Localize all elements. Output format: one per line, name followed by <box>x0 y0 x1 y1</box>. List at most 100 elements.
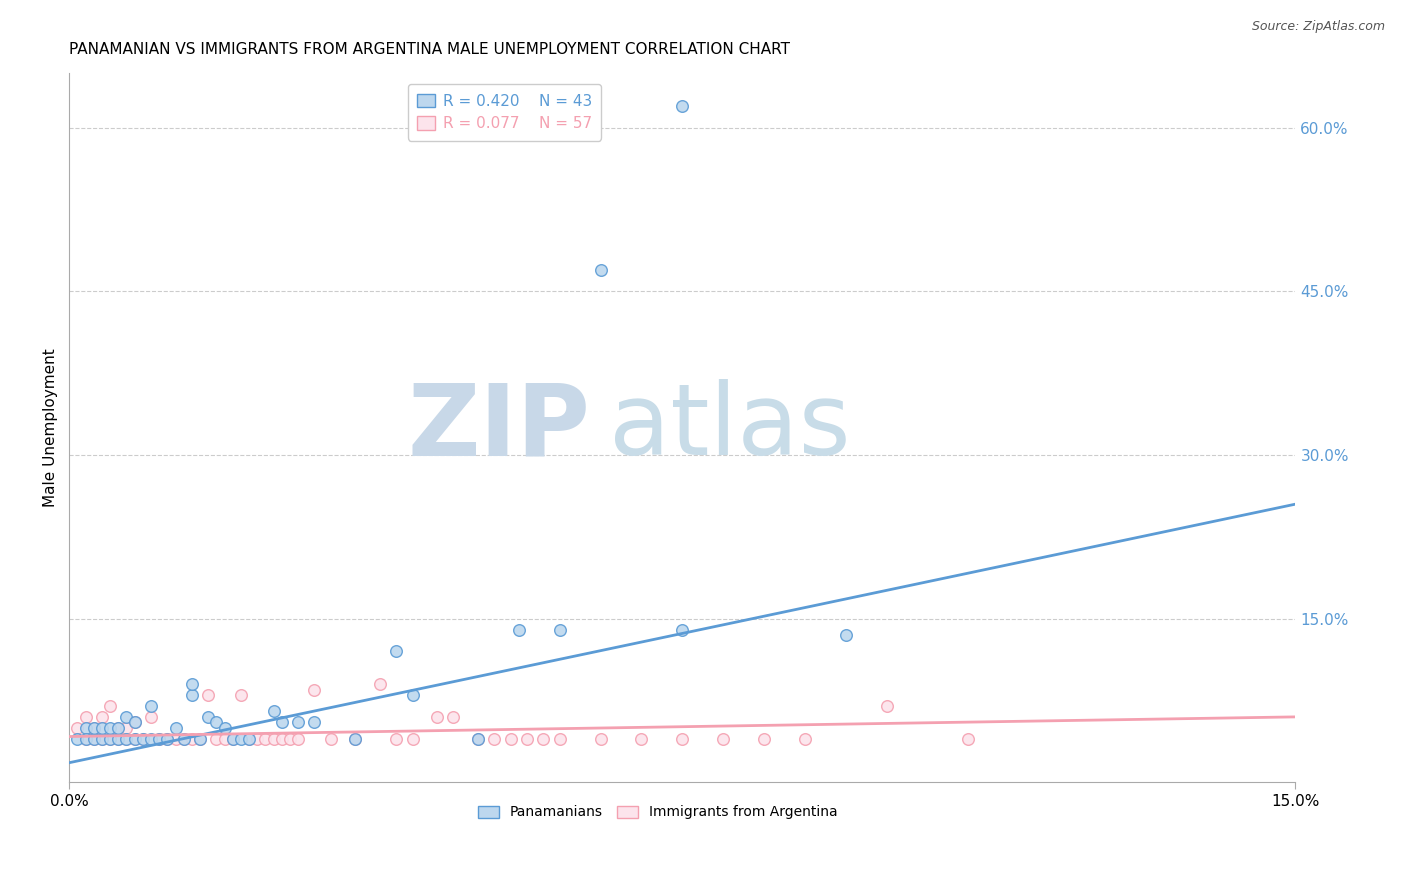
Point <box>83 731 105 746</box>
Text: Source: ZipAtlas.com: Source: ZipAtlas.com <box>1251 20 1385 33</box>
Point <box>401 731 423 746</box>
Point <box>467 731 489 746</box>
Text: ZIP: ZIP <box>408 379 591 476</box>
Point <box>75 731 97 746</box>
Point <box>671 99 693 113</box>
Point <box>115 721 138 735</box>
Point <box>148 731 170 746</box>
Point <box>107 721 129 735</box>
Point <box>90 710 112 724</box>
Point <box>75 721 97 735</box>
Point <box>132 731 155 746</box>
Point <box>75 710 97 724</box>
Point <box>98 721 121 735</box>
Point <box>270 715 292 730</box>
Point <box>671 623 693 637</box>
Point <box>83 721 105 735</box>
Point <box>139 698 162 713</box>
Point <box>368 677 391 691</box>
Point <box>304 682 326 697</box>
Point <box>173 731 195 746</box>
Point <box>90 731 112 746</box>
Point <box>124 731 146 746</box>
Point <box>287 715 309 730</box>
Legend: Panamanians, Immigrants from Argentina: Panamanians, Immigrants from Argentina <box>472 800 844 825</box>
Point <box>188 731 211 746</box>
Point <box>107 731 129 746</box>
Point <box>508 623 530 637</box>
Point <box>246 731 269 746</box>
Point <box>75 731 97 746</box>
Point <box>148 731 170 746</box>
Point <box>711 731 734 746</box>
Point <box>957 731 980 746</box>
Point <box>107 721 129 735</box>
Point <box>98 731 121 746</box>
Point <box>548 731 571 746</box>
Point <box>214 721 236 735</box>
Point <box>443 710 465 724</box>
Point <box>589 731 612 746</box>
Point <box>229 688 252 702</box>
Point <box>156 731 179 746</box>
Point <box>124 715 146 730</box>
Point <box>304 715 326 730</box>
Point <box>344 731 367 746</box>
Point <box>589 262 612 277</box>
Point <box>214 731 236 746</box>
Point <box>238 731 260 746</box>
Text: atlas: atlas <box>609 379 851 476</box>
Point <box>132 731 155 746</box>
Point <box>124 715 146 730</box>
Point <box>124 731 146 746</box>
Point <box>516 731 538 746</box>
Point <box>139 731 162 746</box>
Point <box>83 731 105 746</box>
Y-axis label: Male Unemployment: Male Unemployment <box>44 349 58 508</box>
Point <box>278 731 301 746</box>
Point <box>548 623 571 637</box>
Point <box>180 688 202 702</box>
Point <box>426 710 449 724</box>
Point <box>197 688 219 702</box>
Point <box>401 688 423 702</box>
Point <box>115 731 138 746</box>
Point <box>180 677 202 691</box>
Point <box>794 731 817 746</box>
Point <box>205 715 228 730</box>
Point <box>385 644 408 658</box>
Point <box>238 731 260 746</box>
Point <box>165 721 187 735</box>
Point <box>876 698 898 713</box>
Point <box>467 731 489 746</box>
Point <box>115 710 138 724</box>
Point <box>90 731 112 746</box>
Point <box>835 628 858 642</box>
Point <box>319 731 342 746</box>
Point <box>270 731 292 746</box>
Point <box>229 731 252 746</box>
Point <box>222 731 245 746</box>
Point <box>222 731 245 746</box>
Point <box>156 731 179 746</box>
Point <box>90 721 112 735</box>
Point <box>385 731 408 746</box>
Point <box>263 705 285 719</box>
Point <box>180 731 202 746</box>
Point <box>344 731 367 746</box>
Point <box>671 731 693 746</box>
Point <box>205 731 228 746</box>
Text: PANAMANIAN VS IMMIGRANTS FROM ARGENTINA MALE UNEMPLOYMENT CORRELATION CHART: PANAMANIAN VS IMMIGRANTS FROM ARGENTINA … <box>69 42 790 57</box>
Point <box>263 731 285 746</box>
Point <box>83 721 105 735</box>
Point <box>98 731 121 746</box>
Point <box>173 731 195 746</box>
Point <box>484 731 506 746</box>
Point <box>499 731 522 746</box>
Point <box>630 731 652 746</box>
Point <box>66 721 89 735</box>
Point <box>115 731 138 746</box>
Point <box>98 698 121 713</box>
Point <box>188 731 211 746</box>
Point <box>752 731 775 746</box>
